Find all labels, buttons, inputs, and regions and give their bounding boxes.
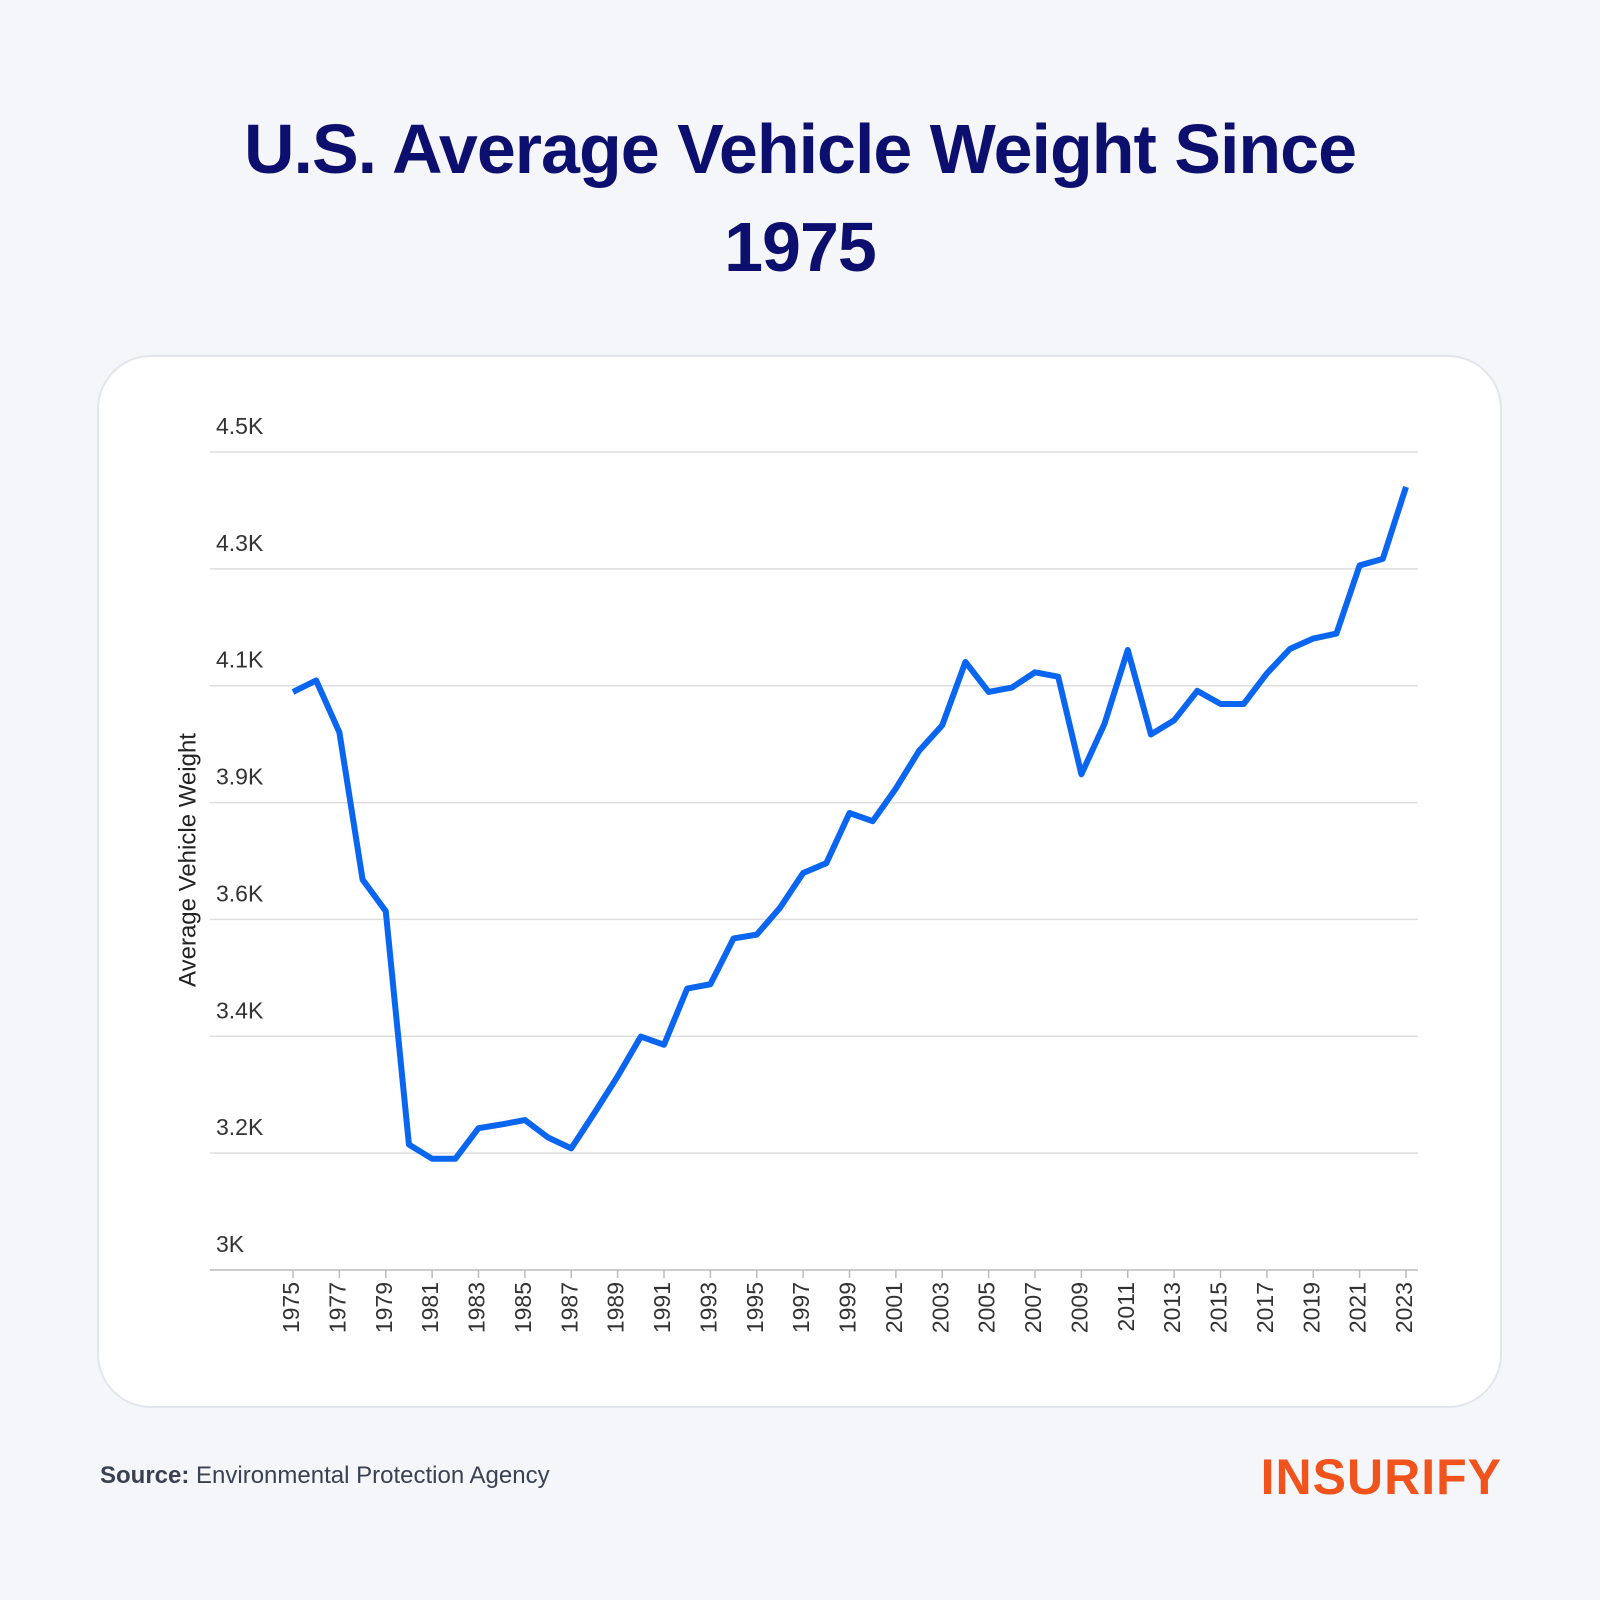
x-tick-label: 1977: [324, 1282, 350, 1333]
y-tick-label: 3.9K: [216, 764, 264, 790]
y-tick-label: 3.6K: [216, 880, 264, 906]
x-tick-label: 1993: [695, 1282, 721, 1333]
source: Source: Environmental Protection Agency: [100, 1462, 550, 1490]
x-tick-label: 1997: [788, 1282, 814, 1333]
x-tick-label: 2019: [1298, 1282, 1324, 1333]
x-tick-label: 1995: [742, 1282, 768, 1333]
y-axis-label: Average Vehicle Weight: [174, 733, 201, 987]
x-tick-label: 2001: [881, 1282, 907, 1333]
logo: INSURIFY: [1260, 1449, 1502, 1505]
x-tick-label: 1987: [556, 1282, 582, 1333]
x-tick-label: 2015: [1206, 1282, 1232, 1333]
y-tick-label: 3K: [216, 1231, 245, 1257]
chart-title: U.S. Average Vehicle Weight Since 1975: [243, 110, 1357, 286]
x-tick-label: 1985: [510, 1282, 536, 1333]
x-tick-label: 2003: [927, 1282, 953, 1333]
x-tick-label: 2009: [1066, 1282, 1092, 1333]
x-tick-label: 2005: [974, 1282, 1000, 1333]
y-tick-label: 4.3K: [216, 530, 264, 556]
x-tick-label: 2007: [1020, 1282, 1046, 1333]
x-tick-label: 1991: [649, 1282, 675, 1333]
x-tick-label: 2021: [1345, 1282, 1371, 1333]
source-label: Source:: [100, 1462, 190, 1489]
x-tick-label: 1979: [371, 1282, 397, 1333]
x-tick-label: 1981: [417, 1282, 443, 1333]
x-tick-label: 1999: [835, 1282, 861, 1333]
x-tick-label: 2011: [1113, 1282, 1139, 1331]
source-text: Environmental Protection Agency: [196, 1462, 550, 1489]
y-tick-label: 4.1K: [216, 647, 264, 673]
y-tick-label: 3.2K: [216, 1114, 264, 1140]
y-tick-label: 3.4K: [216, 997, 264, 1023]
x-tick-label: 2023: [1391, 1282, 1417, 1333]
y-tick-label: 4.5K: [216, 413, 264, 439]
x-tick-label: 2013: [1159, 1282, 1185, 1333]
x-tick-label: 1983: [464, 1282, 490, 1333]
line-series: [291, 485, 1409, 1162]
x-tick-label: 1989: [603, 1282, 629, 1333]
x-tick-label: 1975: [278, 1282, 304, 1333]
x-tick-label: 2017: [1252, 1282, 1278, 1333]
